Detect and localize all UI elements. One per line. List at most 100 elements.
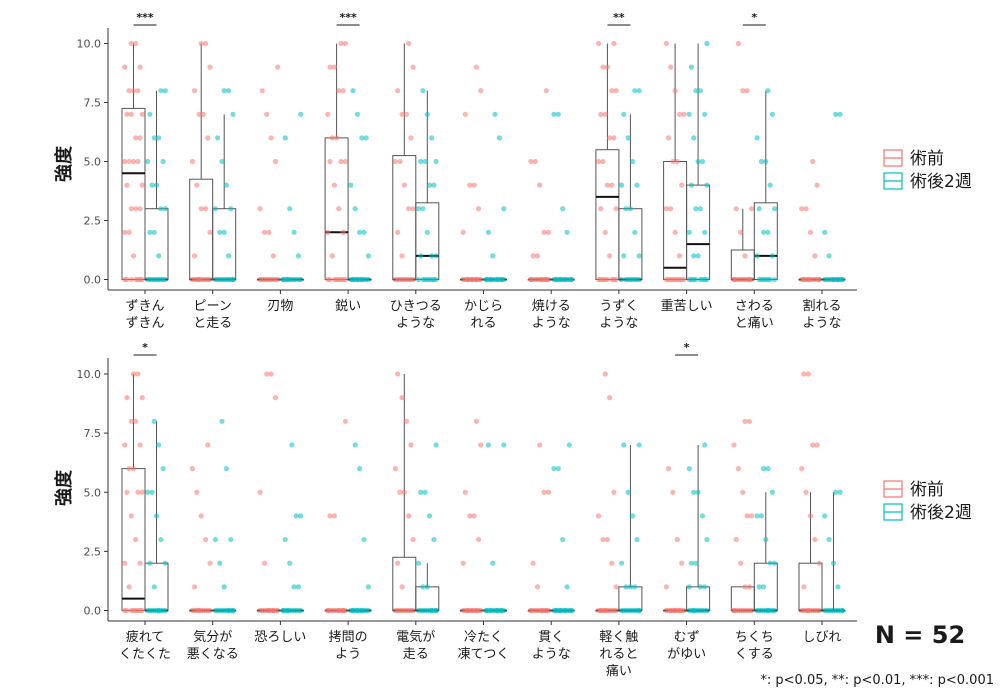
data-point	[676, 607, 683, 614]
box-iqr	[415, 586, 440, 611]
data-point	[325, 607, 331, 614]
data-point	[822, 513, 828, 519]
data-point	[670, 489, 676, 495]
x-tick-label-line: 痛い	[606, 663, 632, 679]
data-point	[553, 607, 559, 614]
data-point	[562, 276, 568, 283]
data-point	[124, 607, 130, 614]
x-tick-label: 恐ろしい	[254, 630, 306, 645]
data-point	[543, 276, 549, 283]
data-point	[560, 536, 566, 543]
data-point	[623, 584, 629, 590]
x-tick-label-line: しびれ	[802, 630, 841, 645]
data-point	[348, 182, 354, 188]
data-point	[122, 560, 128, 566]
data-point	[634, 182, 640, 188]
data-point	[805, 607, 811, 614]
data-point	[693, 206, 699, 212]
data-point	[697, 88, 703, 94]
data-point	[604, 276, 611, 283]
data-point	[803, 489, 809, 495]
data-point	[810, 607, 816, 614]
data-point	[731, 442, 737, 448]
significance-stars: *	[751, 11, 757, 24]
data-point	[695, 489, 701, 495]
data-point	[754, 607, 760, 614]
box-iqr	[663, 161, 688, 280]
data-point	[772, 276, 778, 283]
data-point	[568, 276, 575, 283]
data-point	[686, 466, 692, 472]
data-point	[812, 253, 818, 259]
data-point	[534, 584, 541, 590]
data-point	[275, 276, 281, 283]
data-point	[492, 111, 498, 117]
data-point	[135, 371, 141, 377]
data-point	[702, 584, 708, 590]
data-point	[329, 253, 335, 259]
data-point	[205, 135, 211, 141]
data-point	[342, 158, 348, 165]
box-iqr	[730, 586, 755, 611]
x-tick-label-line: 軽く触	[599, 630, 638, 645]
data-point	[268, 135, 274, 141]
data-point	[636, 607, 642, 614]
data-point	[627, 206, 634, 212]
data-point	[562, 607, 568, 614]
data-point	[681, 111, 687, 117]
x-tick-label: 軽く触れると痛い	[599, 630, 638, 679]
data-point	[744, 513, 750, 519]
data-point	[772, 206, 778, 212]
data-point	[162, 206, 168, 212]
data-point	[609, 560, 615, 566]
data-point	[126, 584, 132, 590]
data-point	[130, 253, 137, 259]
data-point	[704, 607, 710, 614]
data-point	[630, 607, 636, 614]
data-point	[769, 607, 776, 614]
data-point	[478, 88, 484, 94]
data-point	[754, 135, 760, 141]
x-tick-label-line: ピーン	[194, 299, 232, 314]
x-tick-label: 重苦しい	[661, 298, 713, 314]
box-iqr	[730, 249, 755, 280]
data-point	[632, 584, 638, 590]
data-point	[139, 489, 145, 495]
x-tick-label-line: ずきん	[125, 316, 164, 331]
data-point	[418, 158, 424, 165]
data-point	[702, 229, 708, 235]
x-tick-label: しびれ	[802, 630, 841, 645]
data-point	[555, 466, 561, 472]
data-point	[740, 276, 746, 283]
data-point	[704, 182, 710, 188]
data-point	[740, 88, 746, 94]
x-tick-label-line: よう	[335, 647, 361, 662]
data-point	[221, 88, 227, 94]
data-point	[534, 253, 541, 259]
data-point	[145, 276, 151, 283]
box-iqr	[415, 202, 440, 280]
data-point	[749, 607, 755, 614]
data-point	[473, 64, 479, 70]
data-point	[342, 418, 348, 424]
data-point	[483, 607, 489, 614]
data-point	[212, 536, 218, 543]
data-point	[742, 418, 748, 424]
data-point	[469, 607, 475, 614]
data-point	[422, 489, 428, 495]
data-point	[634, 276, 640, 283]
data-point	[636, 442, 642, 448]
data-point	[126, 229, 132, 235]
data-point	[613, 88, 619, 94]
data-point	[799, 466, 805, 472]
data-point	[801, 276, 807, 283]
data-point	[200, 607, 206, 614]
data-point	[835, 584, 841, 590]
data-point	[543, 607, 549, 614]
x-tick-label-line: 貫く	[538, 630, 564, 645]
data-point	[420, 206, 426, 212]
data-point	[676, 111, 683, 117]
